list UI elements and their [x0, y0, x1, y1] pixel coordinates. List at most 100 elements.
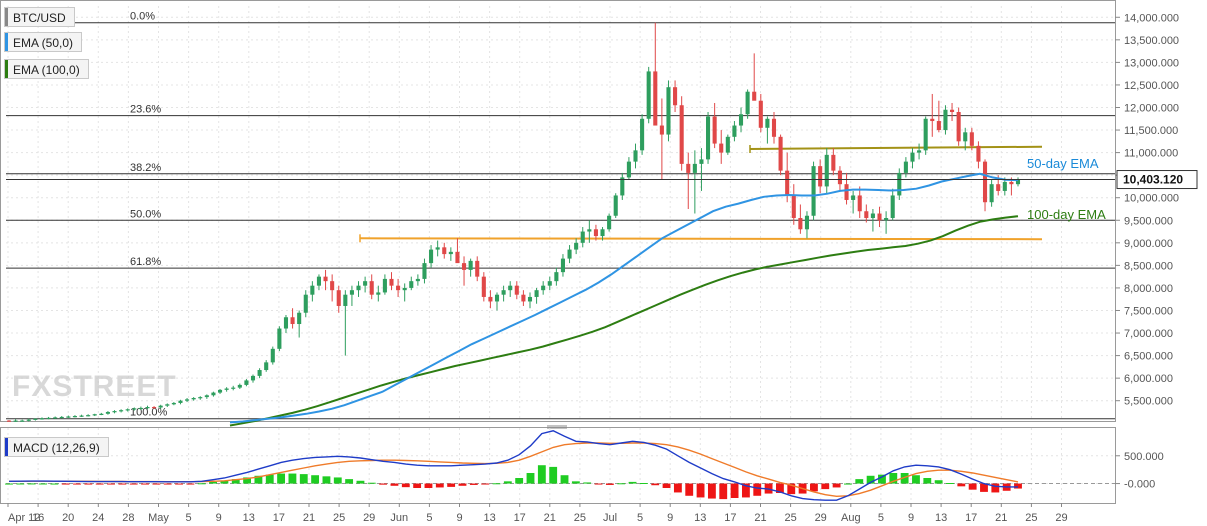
candle-body — [870, 213, 875, 219]
candle-body — [20, 420, 25, 422]
candle-body — [330, 281, 335, 291]
macd-histogram-bar — [980, 483, 988, 492]
macd-histogram-bar — [107, 483, 115, 485]
fibonacci-levels: 0.0% 23.6% 38.2% 50.0% 61.8% 100.0% — [6, 11, 1115, 420]
macd-histogram-bar — [673, 483, 682, 493]
macd-histogram-bar — [878, 474, 886, 484]
candle-body — [145, 407, 150, 409]
candle-body — [989, 184, 994, 203]
macd-histogram-bar — [912, 475, 920, 484]
candle-body — [165, 404, 170, 406]
candle-body — [646, 71, 651, 119]
ema100-line — [229, 215, 1019, 427]
macd-histogram-bar — [401, 483, 410, 488]
candle-body — [422, 263, 427, 279]
candle-body — [1015, 179, 1021, 185]
legend-swatch — [5, 60, 8, 78]
candle-body — [996, 184, 1001, 191]
macd-histogram-bar — [594, 483, 603, 485]
candle-body — [475, 260, 480, 277]
macd-histogram-bar — [560, 475, 569, 484]
y-tick-label: 7,500.000 — [1124, 305, 1173, 317]
x-tick-label: Aug — [841, 512, 861, 524]
macd-histogram-bar — [810, 483, 818, 492]
ema-lines: 50-day EMA 100-day EMA — [229, 156, 1106, 427]
macd-histogram-bar — [345, 479, 354, 484]
macd-histogram-bar — [1014, 483, 1022, 489]
y-tick-label: 11,500.000 — [1124, 125, 1178, 137]
fib-level-label: 38.2% — [130, 162, 161, 174]
macd-histogram-bar — [628, 481, 637, 484]
candle-body — [844, 184, 849, 200]
legend-ema100[interactable]: EMA (100,0) — [4, 59, 89, 79]
candle-body — [884, 218, 889, 221]
price-axis: 5,500.000 6,000.000 6,500.000 7,000.000 7,50… — [6, 12, 1198, 408]
candle-body — [92, 414, 97, 416]
candle-body — [798, 218, 803, 230]
candle-body — [580, 231, 585, 243]
candle-body — [191, 397, 196, 400]
macd-histogram-bar — [821, 483, 830, 490]
candle-body — [673, 87, 678, 106]
x-tick-label: 17 — [273, 512, 285, 524]
candle-body — [778, 136, 783, 171]
x-tick-label: 13 — [483, 512, 495, 524]
candle-body — [79, 415, 84, 417]
macd-histogram-bar — [447, 483, 456, 487]
y-tick-label: 9,000.000 — [1124, 238, 1173, 250]
candle-body — [382, 278, 387, 293]
candle-body — [567, 249, 572, 259]
macd-histogram-bar — [390, 483, 399, 486]
candle-body — [620, 177, 625, 196]
legend-price[interactable]: BTC/USD — [4, 7, 75, 27]
x-tick-label: 25 — [784, 512, 796, 524]
ema50-line — [229, 172, 1019, 424]
macd-histogram-bar — [39, 483, 47, 485]
legend-swatch — [5, 438, 8, 456]
macd-histogram-bar — [367, 482, 376, 484]
candle-body — [53, 417, 58, 419]
macd-histogram-bar — [84, 483, 93, 485]
candle-body — [277, 328, 282, 349]
candle-body — [936, 121, 941, 131]
candle-body — [125, 409, 130, 411]
macd-histogram-bar — [458, 483, 467, 486]
candle-body — [224, 388, 229, 390]
candle-body — [343, 294, 348, 306]
candle-body — [198, 397, 203, 399]
candle-body — [633, 150, 638, 162]
last-price-label: 10,403.120 — [1123, 173, 1183, 187]
legend-macd[interactable]: MACD (12,26,9) — [4, 437, 109, 457]
macd-histogram-bar — [707, 483, 716, 499]
macd-histogram-bar — [866, 475, 875, 484]
candle-body — [376, 292, 381, 295]
macd-histogram-bar — [50, 483, 59, 485]
candle-body — [982, 161, 988, 203]
candle-body — [316, 276, 321, 286]
macd-histogram-bar — [61, 483, 70, 485]
candle-body — [600, 229, 605, 237]
candle-body — [640, 118, 645, 151]
macd-histogram-bar — [515, 478, 524, 484]
macd-histogram-bar — [583, 482, 592, 484]
candle-body — [310, 285, 315, 295]
y-tick-label: 8,000.000 — [1124, 283, 1173, 295]
macd-histogram-bar — [617, 483, 626, 485]
candle-body — [666, 87, 671, 135]
candle-body — [890, 195, 895, 219]
candle-body — [356, 285, 361, 291]
candle-body — [752, 91, 757, 101]
candle-body — [415, 278, 420, 282]
legend-ema50[interactable]: EMA (50,0) — [4, 32, 83, 52]
macd-histogram-bar — [957, 483, 966, 487]
candle-body — [950, 109, 955, 113]
x-tick-label: 13 — [935, 512, 947, 524]
candle-body — [765, 118, 770, 128]
macd-histogram-bar — [231, 479, 240, 484]
macd-y-tick-label: -0.000 — [1124, 479, 1155, 491]
macd-histogram-bar — [685, 483, 694, 496]
candle-body — [105, 411, 110, 414]
candle-body — [903, 161, 908, 173]
x-tick-label: 29 — [363, 512, 375, 524]
candle-body — [99, 413, 104, 415]
